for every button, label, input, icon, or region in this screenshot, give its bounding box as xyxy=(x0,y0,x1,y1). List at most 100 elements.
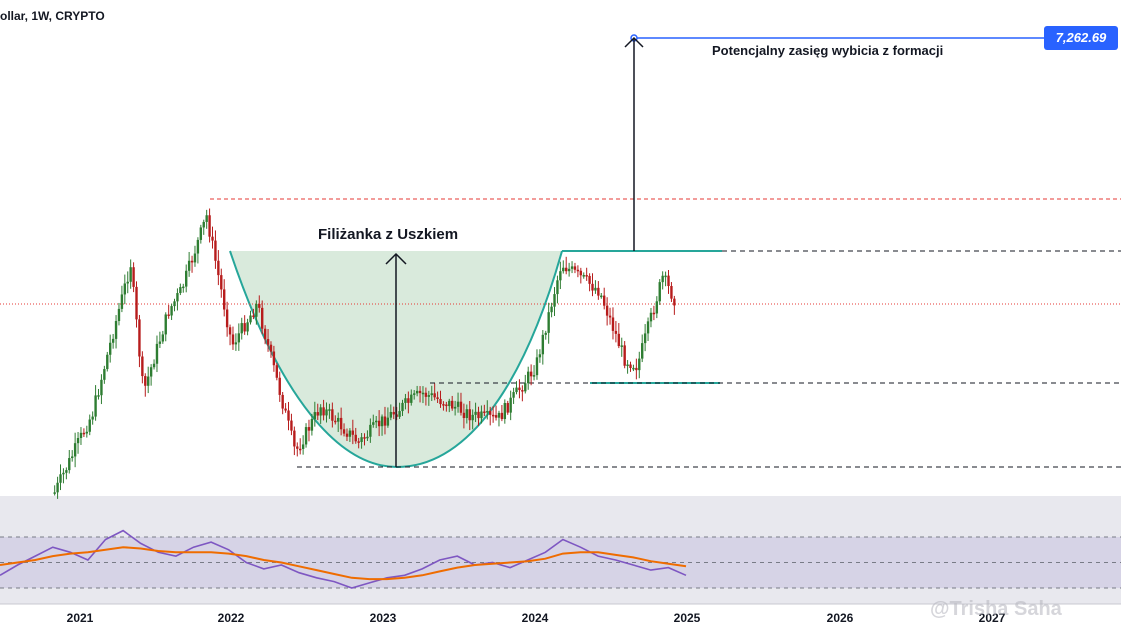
candle-body xyxy=(290,420,293,431)
candle-body xyxy=(565,267,568,272)
candle-body xyxy=(567,268,571,272)
candle-body xyxy=(573,266,577,270)
candle-body xyxy=(556,280,559,295)
candle-body xyxy=(275,365,279,378)
candle-body xyxy=(299,448,302,451)
candle-body xyxy=(643,333,647,344)
candle-body xyxy=(483,411,486,413)
candle-body xyxy=(261,307,264,329)
candle-body xyxy=(597,287,600,296)
candle-body xyxy=(319,407,322,416)
candle-body xyxy=(348,430,352,437)
candle-body xyxy=(147,376,150,386)
candle-body xyxy=(62,472,65,475)
candle-body xyxy=(111,338,115,343)
candle-body xyxy=(594,287,597,291)
candle-body xyxy=(401,402,404,412)
candle-body xyxy=(249,315,252,323)
candle-body xyxy=(494,415,498,418)
price-tag[interactable]: 7,262.69 xyxy=(1044,26,1118,50)
candle-body xyxy=(120,294,124,309)
x-tick-label: 2024 xyxy=(521,611,549,625)
candle-body xyxy=(158,341,162,344)
candle-body xyxy=(664,275,667,278)
candle-body xyxy=(392,411,395,415)
candle-body xyxy=(258,304,261,308)
watermark: @Trisha Saha xyxy=(930,598,1062,620)
candle-body xyxy=(445,404,448,407)
candle-body xyxy=(535,357,539,376)
candle-body xyxy=(190,260,194,263)
candle-body xyxy=(591,283,594,291)
candle-body xyxy=(471,414,474,421)
candle-body xyxy=(202,221,205,228)
rsi-line xyxy=(0,529,687,589)
candle-body xyxy=(506,403,509,413)
candle-body xyxy=(88,419,91,432)
candle-body xyxy=(541,334,545,355)
candle-body xyxy=(217,260,220,276)
candle-body xyxy=(413,393,416,395)
candle-body xyxy=(138,319,141,357)
candle-body xyxy=(132,267,135,287)
candle-body xyxy=(629,364,632,368)
target-annotation: Potencjalny zasięg wybicia z formacji xyxy=(712,43,944,58)
candle-body xyxy=(144,376,147,386)
candle-body xyxy=(231,334,235,345)
candle-body xyxy=(389,411,393,418)
x-tick-label: 2026 xyxy=(826,611,854,625)
candle-body xyxy=(237,333,241,343)
x-tick-label: 2027 xyxy=(978,611,1006,625)
candle-body xyxy=(91,416,94,420)
candle-body xyxy=(313,412,317,420)
candle-body xyxy=(512,392,515,398)
candle-body xyxy=(614,330,618,334)
candle-body xyxy=(272,351,276,366)
candle-body xyxy=(404,398,407,403)
candle-body xyxy=(339,417,343,430)
candle-body xyxy=(334,420,337,423)
candle-body xyxy=(214,240,217,261)
candle-body xyxy=(667,275,670,286)
candle-body xyxy=(293,430,296,447)
candle-body xyxy=(185,270,188,287)
candle-body xyxy=(281,394,284,409)
candle-body xyxy=(234,342,238,345)
candle-body xyxy=(287,410,290,421)
candle-body xyxy=(509,397,512,413)
candle-body xyxy=(386,417,390,426)
candle-body xyxy=(53,492,56,494)
candle-body xyxy=(527,371,530,384)
candle-body xyxy=(123,283,127,295)
candle-body xyxy=(553,294,556,307)
candle-body xyxy=(497,412,501,418)
candle-body xyxy=(491,414,495,417)
candle-body xyxy=(550,306,553,313)
candle-body xyxy=(500,412,504,420)
candle-body xyxy=(351,430,355,435)
candle-body xyxy=(477,411,480,419)
candle-body xyxy=(442,404,445,406)
cup-depth-arrowhead xyxy=(385,252,407,265)
candle-body xyxy=(246,322,249,332)
candle-body xyxy=(608,315,612,318)
symbol-header: ollar, 1W, CRYPTO xyxy=(0,9,105,23)
candle-body xyxy=(655,301,659,314)
candle-body xyxy=(439,398,442,405)
candle-body xyxy=(474,411,477,415)
candle-body xyxy=(424,392,428,397)
candle-body xyxy=(220,275,223,290)
x-tick-label: 2025 xyxy=(673,611,701,625)
candle-body xyxy=(114,321,118,339)
candle-body xyxy=(357,441,360,443)
candle-body xyxy=(480,411,483,419)
candle-body xyxy=(304,427,308,445)
candle-body xyxy=(208,215,211,237)
candle-body xyxy=(605,305,609,316)
candle-body xyxy=(372,422,375,425)
candle-body xyxy=(638,358,641,371)
candle-body xyxy=(252,315,255,317)
candle-body xyxy=(652,312,656,315)
candle-body xyxy=(187,260,191,271)
candle-body xyxy=(331,409,334,421)
